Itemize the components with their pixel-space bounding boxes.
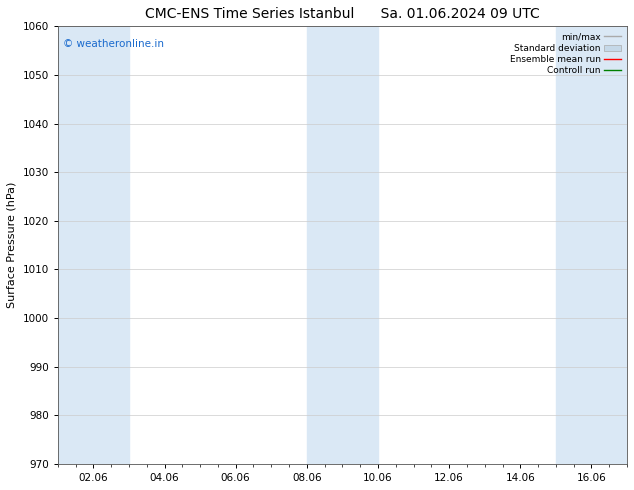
Bar bbox=[307, 26, 378, 464]
Text: © weatheronline.in: © weatheronline.in bbox=[63, 39, 164, 49]
Legend: min/max, Standard deviation, Ensemble mean run, Controll run: min/max, Standard deviation, Ensemble me… bbox=[508, 31, 623, 77]
Bar bbox=[556, 26, 627, 464]
Title: CMC-ENS Time Series Istanbul      Sa. 01.06.2024 09 UTC: CMC-ENS Time Series Istanbul Sa. 01.06.2… bbox=[145, 7, 540, 21]
Bar bbox=[58, 26, 129, 464]
Y-axis label: Surface Pressure (hPa): Surface Pressure (hPa) bbox=[7, 182, 17, 308]
